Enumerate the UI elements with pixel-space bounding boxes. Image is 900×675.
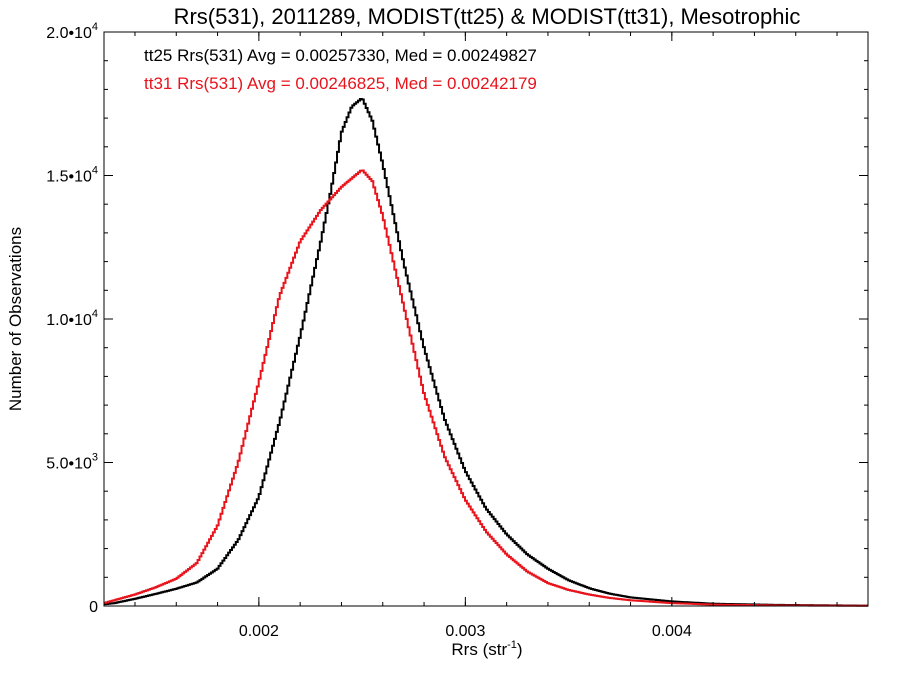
legend-annotations: tt25 Rrs(531) Avg = 0.00257330, Med = 0.… [144, 46, 537, 93]
x-axis-ticks: 0.002 0.003 0.004 [134, 32, 838, 640]
series-line-tt31 [104, 169, 868, 607]
x-tick-label: 0.002 [239, 623, 279, 640]
y-axis-ticks: 0 5.0•103 1.0•104 1.5•104 2.0•104 [46, 21, 868, 616]
y-tick-label: 1.5•104 [46, 165, 98, 186]
y-axis-label: Number of Observations [6, 227, 25, 411]
series-annotation-tt25: tt25 Rrs(531) Avg = 0.00257330, Med = 0.… [144, 46, 537, 65]
plot-area [104, 98, 868, 607]
y-tick-label: 0 [89, 599, 98, 616]
y-tick-label: 1.0•104 [46, 308, 98, 329]
y-tick-label: 2.0•104 [46, 21, 98, 42]
x-tick-label: 0.003 [445, 623, 485, 640]
y-tick-label: 5.0•103 [46, 452, 98, 473]
x-axis-label: Rrs (str-1) [451, 639, 522, 659]
series-annotation-tt31: tt31 Rrs(531) Avg = 0.00246825, Med = 0.… [144, 74, 537, 93]
chart-title: Rrs(531), 2011289, MODIST(tt25) & MODIST… [174, 4, 801, 29]
x-tick-label: 0.004 [652, 623, 692, 640]
